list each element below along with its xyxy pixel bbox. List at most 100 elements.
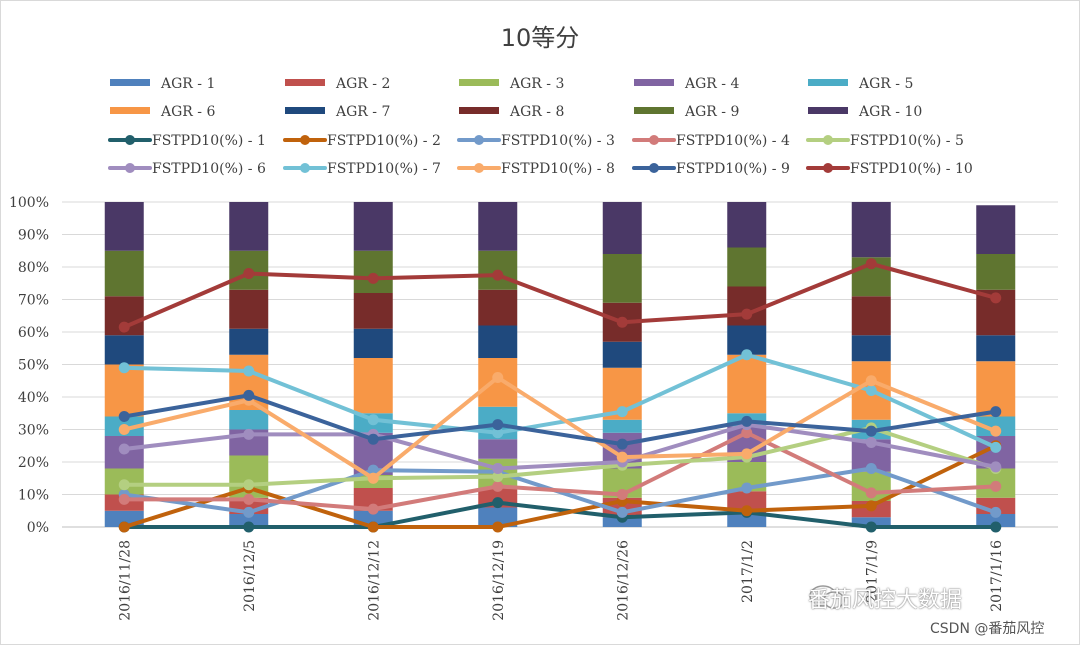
line-point	[865, 375, 877, 387]
line-point	[990, 292, 1002, 304]
legend-swatch	[110, 79, 150, 86]
bar-segment	[976, 514, 1016, 527]
legend-swatch	[808, 79, 848, 86]
legend-marker	[300, 163, 310, 173]
bar-segment	[478, 202, 518, 251]
y-tick-label: 30%	[18, 423, 49, 439]
legend-swatch	[459, 79, 499, 86]
line-point	[990, 441, 1002, 453]
legend-label: AGR - 10	[858, 104, 922, 120]
series-line	[122, 375, 998, 481]
line-point	[741, 505, 753, 517]
legend-label: FSTPD10(%) - 3	[501, 133, 615, 149]
bar-segment	[353, 328, 393, 358]
bar-segment	[976, 254, 1016, 290]
bar-segment	[602, 202, 642, 254]
line-point	[865, 521, 877, 533]
legend-label: AGR - 3	[509, 76, 564, 92]
legend-swatch	[634, 107, 674, 114]
line-point	[367, 521, 379, 533]
legend-swatch	[459, 107, 499, 114]
legend-label: FSTPD10(%) - 2	[327, 133, 441, 149]
y-tick-label: 100%	[9, 195, 49, 211]
bar-segment	[104, 335, 144, 365]
x-tick-label: 2017/1/16	[989, 540, 1005, 612]
legend-swatch	[634, 79, 674, 86]
line-point	[492, 480, 504, 492]
line-point	[367, 472, 379, 484]
line-point	[243, 268, 255, 279]
line-point	[990, 506, 1002, 518]
y-tick-label: 90%	[18, 228, 49, 244]
line-point	[616, 506, 628, 518]
legend-label: FSTPD10(%) - 4	[676, 133, 790, 149]
bar-segment	[478, 507, 518, 527]
wechat-icon	[809, 585, 845, 609]
legend-marker	[649, 163, 659, 173]
legend-label: FSTPD10(%) - 7	[327, 161, 441, 177]
series-line	[122, 443, 998, 529]
bar-segment	[602, 341, 642, 368]
legend-label: AGR - 8	[509, 104, 564, 120]
x-tick-label: 2016/12/12	[366, 540, 382, 621]
line-point	[616, 489, 628, 500]
line-point	[367, 503, 379, 515]
line-point	[865, 437, 877, 448]
series-line	[122, 500, 998, 529]
line-point	[616, 451, 628, 463]
line-point	[492, 471, 504, 483]
legend-marker	[300, 135, 310, 145]
line-point	[118, 521, 130, 533]
series-line	[122, 393, 998, 447]
legend-label: FSTPD10(%) - 10	[850, 161, 973, 177]
bar-segment	[727, 354, 767, 414]
bar-segment	[851, 296, 891, 336]
line-point	[741, 415, 753, 427]
line-point	[492, 372, 504, 383]
legend-marker	[474, 135, 484, 145]
legend-label: AGR - 6	[160, 104, 215, 120]
y-tick-label: 70%	[18, 293, 49, 309]
bar-segment	[353, 250, 393, 293]
legend-label: FSTPD10(%) - 6	[152, 161, 266, 177]
line-point	[118, 424, 130, 435]
chart-title: 10等分	[500, 24, 580, 52]
legend-marker	[823, 135, 833, 145]
legend-swatch	[285, 79, 325, 86]
series-line	[122, 430, 998, 512]
legend-swatch	[808, 107, 848, 114]
bar-segment	[976, 205, 1016, 254]
line-point	[118, 411, 130, 422]
legend-label: AGR - 9	[684, 104, 739, 120]
legend-label: AGR - 7	[335, 104, 390, 120]
x-tick-label: 2017/1/2	[740, 540, 756, 603]
bar-segment	[976, 335, 1016, 362]
line-point	[865, 500, 877, 512]
line-point	[243, 428, 255, 440]
bar-segment	[851, 335, 891, 362]
bar-segment	[104, 202, 144, 251]
bar-segment	[104, 250, 144, 297]
legend-label: AGR - 2	[335, 76, 390, 92]
legend-label: FSTPD10(%) - 9	[676, 161, 790, 177]
legend-swatch	[285, 107, 325, 114]
line-point	[616, 438, 628, 450]
y-tick-label: 50%	[18, 358, 49, 374]
line-point	[118, 321, 130, 333]
bar-segment	[478, 439, 518, 459]
line-point	[118, 443, 130, 455]
legend-label: AGR - 5	[858, 76, 913, 92]
legend-marker	[474, 163, 484, 173]
line-point	[118, 479, 130, 491]
bar-segment	[602, 419, 642, 433]
line-point	[741, 482, 753, 494]
bar-segment	[229, 328, 269, 355]
bar-segment	[229, 289, 269, 329]
bar-segment	[229, 410, 269, 430]
series-line	[122, 261, 998, 330]
legend-swatch	[110, 107, 150, 114]
line-point	[616, 406, 628, 418]
legend-label: AGR - 4	[684, 76, 739, 92]
line-point	[741, 448, 753, 460]
